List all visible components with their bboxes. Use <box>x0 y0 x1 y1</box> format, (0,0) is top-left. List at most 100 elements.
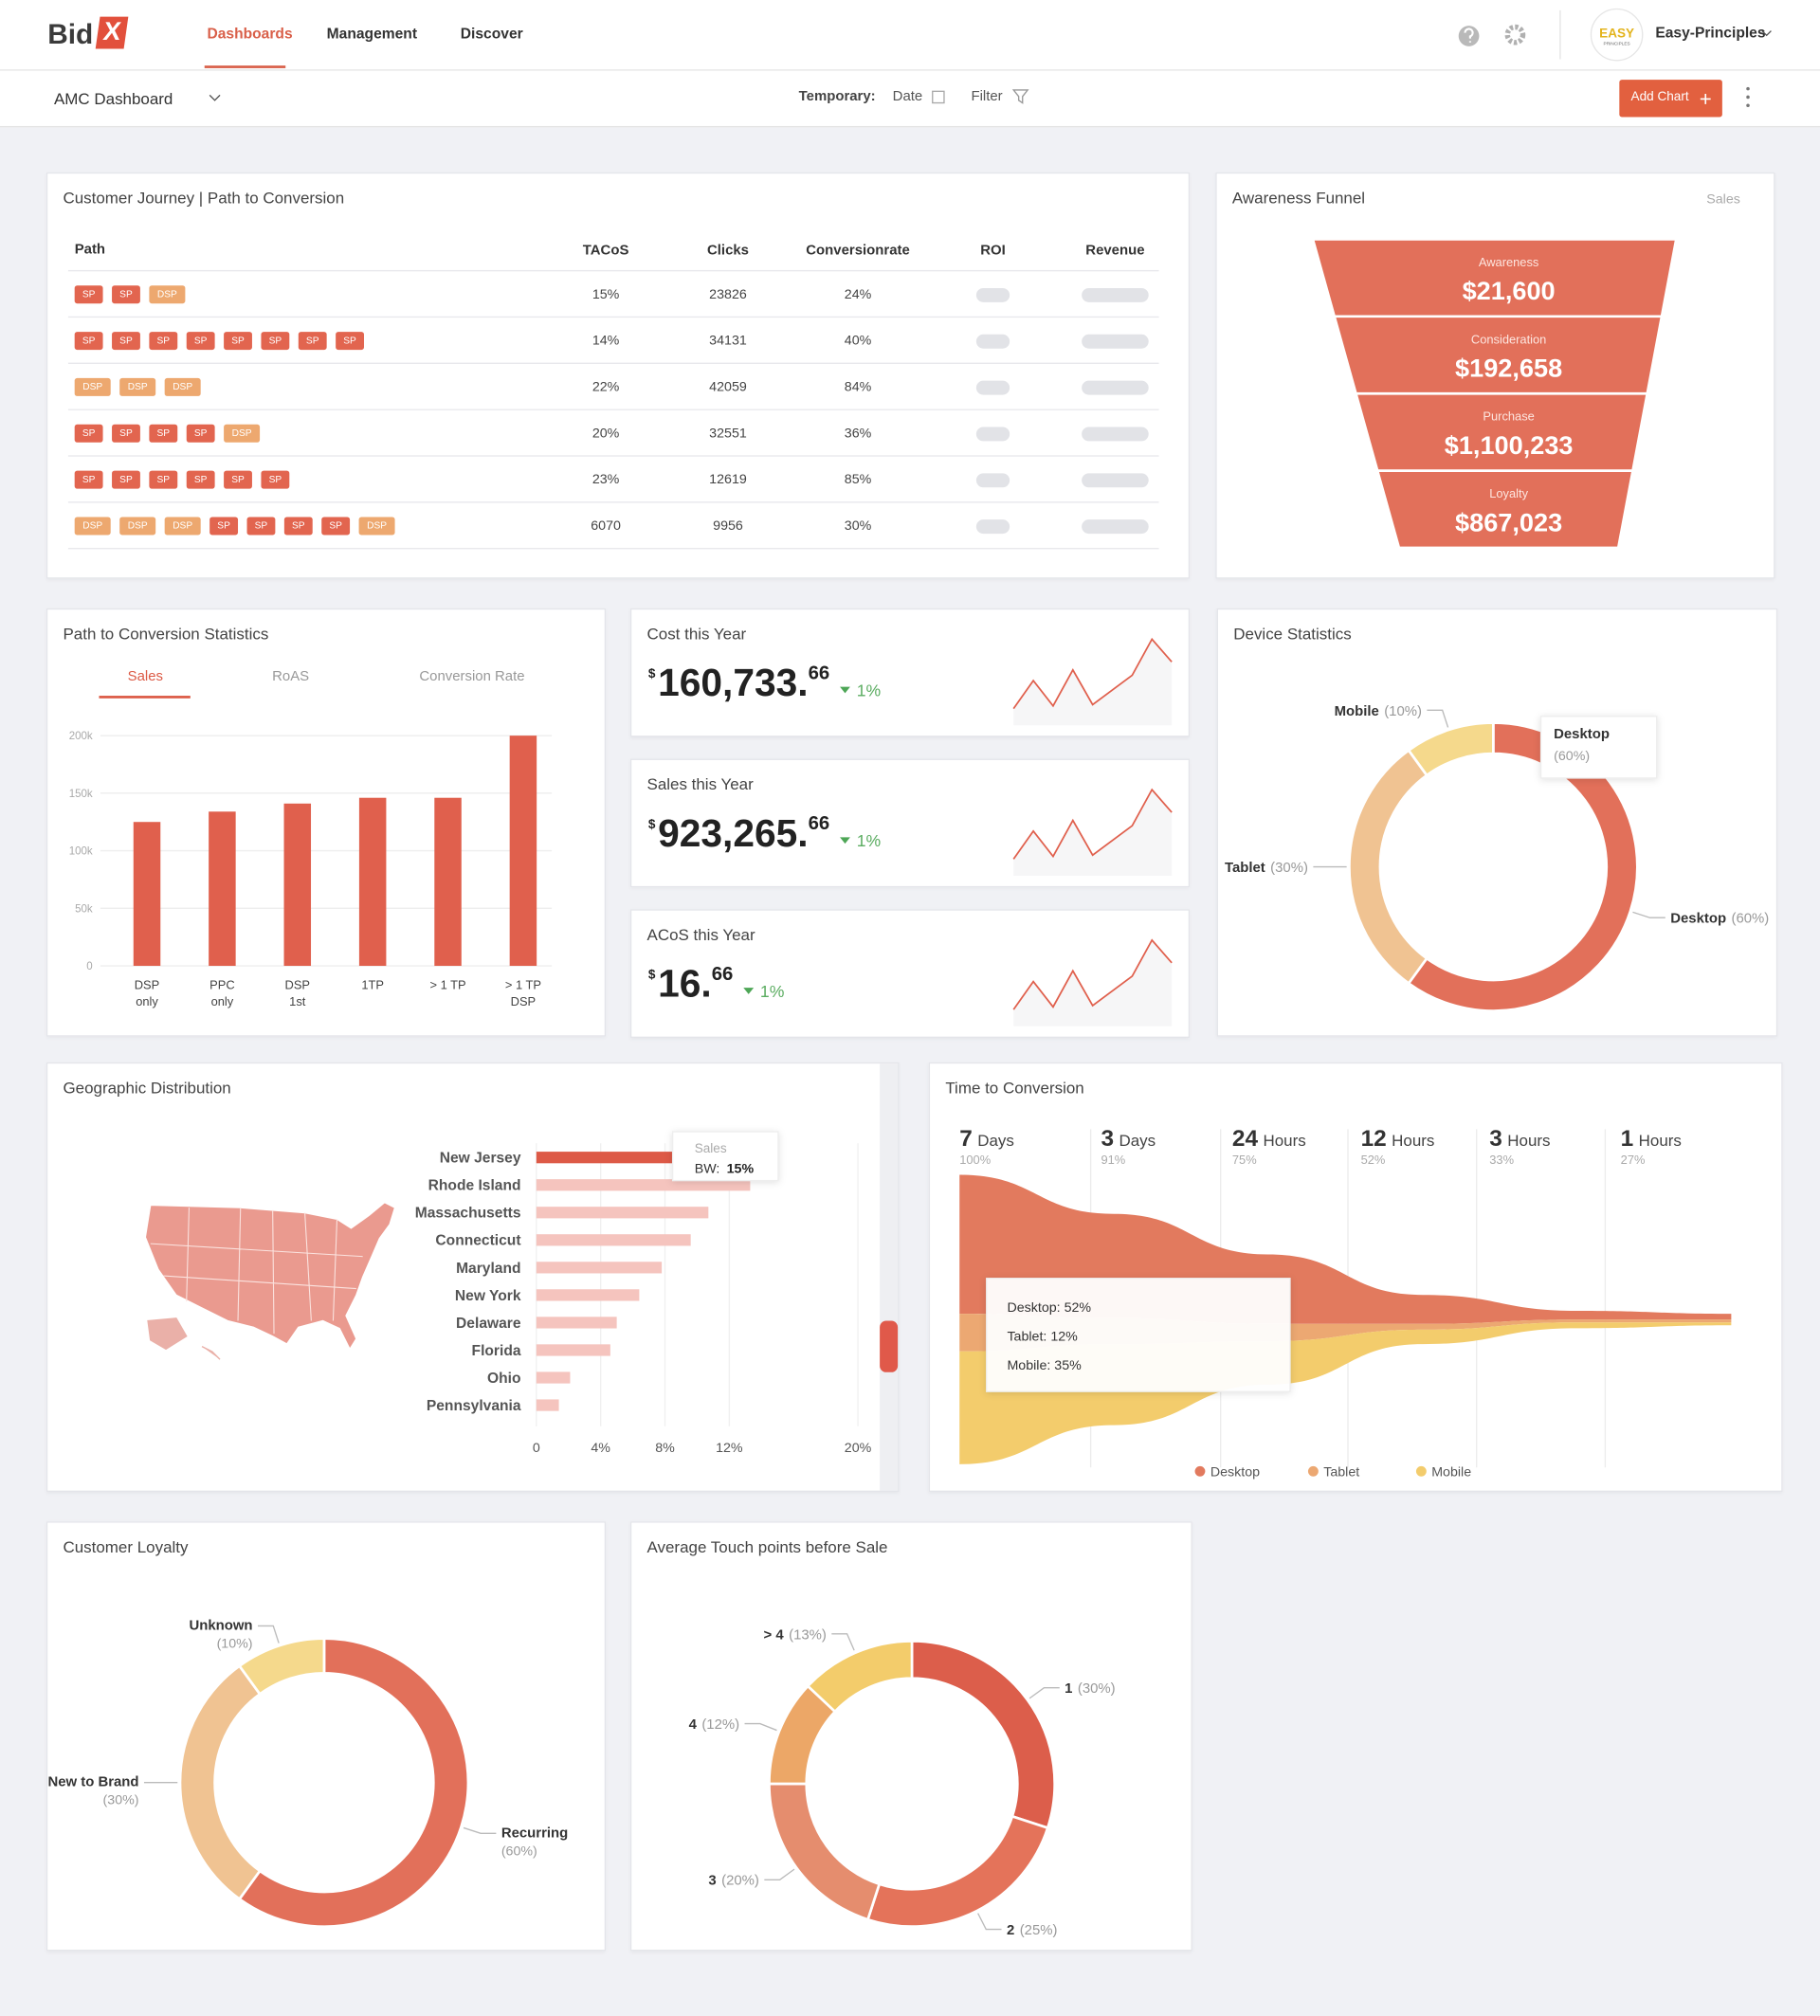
column-header: Conversionrate <box>806 243 910 259</box>
help-icon[interactable] <box>1458 26 1480 46</box>
nav-tab[interactable]: Management <box>326 27 418 43</box>
settings-icon[interactable] <box>1504 24 1526 45</box>
card-title: Path to Conversion Statistics <box>63 625 269 644</box>
value-label: (10%) <box>1384 703 1422 719</box>
revenue-placeholder <box>1082 287 1149 302</box>
stage-share: 100% <box>959 1153 991 1167</box>
chart-tab[interactable]: Sales <box>127 668 164 684</box>
stage-share: 27% <box>1621 1153 1646 1167</box>
bar <box>509 736 537 967</box>
account-logo[interactable] <box>1590 8 1644 62</box>
filter-icon <box>1011 89 1029 104</box>
loyalty-card: Customer Loyalty Recurring (60%) New to Bra… <box>46 1521 607 1952</box>
path-tag: SP <box>74 285 103 304</box>
y-tick-label: Ohio <box>487 1371 521 1387</box>
y-tick-label: Connecticut <box>435 1233 520 1249</box>
path-tag: SP <box>209 517 239 536</box>
active-tab-underline <box>99 696 191 699</box>
metric-select[interactable]: Sales <box>1706 191 1740 208</box>
value-label: (13%) <box>789 1626 827 1643</box>
stage-unit: Days <box>1119 1132 1156 1150</box>
tooltip-value: 15% <box>727 1161 755 1176</box>
roi-placeholder <box>975 473 1010 488</box>
logo-subtext: PRINCIPLES <box>1604 41 1630 46</box>
category-name: > 4 <box>764 1626 785 1643</box>
time-card: Time to Conversion 7 Days 100% 3 Days 91% 24 Hou… <box>928 1062 1783 1492</box>
date-picker[interactable]: Date <box>892 88 923 104</box>
cell: 84% <box>844 379 872 395</box>
cell: 36% <box>844 426 872 442</box>
sparkline <box>1012 938 1173 1026</box>
donut-segment <box>237 1637 326 1697</box>
geo-chart: 0 4% 8% 12% 20% New Jersey Rhode Island Massach… <box>144 1063 899 1491</box>
roi-placeholder <box>975 380 1010 395</box>
bar <box>133 822 161 967</box>
nav-tab[interactable]: Dashboards <box>207 27 293 43</box>
stage-share: 52% <box>1361 1153 1386 1167</box>
temporary-label: Temporary: <box>798 88 876 104</box>
leader-line <box>257 1625 280 1644</box>
legend-marker <box>1415 1465 1427 1477</box>
value-whole: 160,733. <box>658 662 809 705</box>
stage-header: 12 Hours <box>1361 1126 1435 1152</box>
path-tag: SP <box>246 517 276 536</box>
bar <box>536 1371 571 1384</box>
value-label: (20%) <box>721 1873 759 1889</box>
user-chevron[interactable] <box>1761 30 1772 37</box>
column-header: TACoS <box>582 243 629 259</box>
donut-label: 4 (12%) <box>689 1716 740 1733</box>
chart-tab[interactable]: RoAS <box>272 668 310 684</box>
stage-label: Awareness <box>1479 255 1538 269</box>
funnel-stage <box>1357 394 1647 470</box>
row-divider <box>67 501 1159 503</box>
value-whole: 16. <box>658 963 712 1007</box>
device-card: Device Statistics Desktop (60%) Tablet (30%)… <box>1216 608 1778 1037</box>
y-tick-label: 50k <box>75 903 93 915</box>
path-tag: DSP <box>74 517 111 536</box>
donut-label: New to Brand <box>47 1774 138 1790</box>
more-menu[interactable] <box>1746 86 1750 108</box>
path-tag: DSP <box>164 377 201 396</box>
funnel-stage <box>1336 318 1661 392</box>
bar <box>536 1234 691 1246</box>
funnel-card: Awareness Funnel Sales Awareness $21,600 Con… <box>1215 172 1775 579</box>
user-name[interactable]: Easy-Principles <box>1655 26 1766 42</box>
y-tick-label: Rhode Island <box>428 1178 521 1194</box>
cell: 14% <box>592 333 620 349</box>
stage-unit: Days <box>977 1132 1014 1150</box>
add-chart-label: Add Chart <box>1630 89 1689 104</box>
stage-header: 7 Days <box>959 1126 1014 1152</box>
path-tag: SP <box>261 332 290 351</box>
value-decimals: 66 <box>808 662 830 684</box>
funnel-chart: Awareness $21,600 Consideration $192,658 Pur… <box>1314 240 1675 547</box>
path-tag: DSP <box>164 517 201 536</box>
column-header: Path <box>74 242 106 258</box>
revenue-placeholder <box>1082 473 1149 488</box>
stage-header: 3 Days <box>1101 1126 1156 1152</box>
dashboard-select[interactable]: AMC Dashboard <box>53 89 173 108</box>
toolbar-icons <box>209 86 1750 108</box>
roi-placeholder <box>975 427 1010 442</box>
category-name: Desktop <box>1670 911 1726 927</box>
chart-tab[interactable]: Conversion Rate <box>419 668 525 684</box>
tooltip-label: BW: <box>695 1161 720 1176</box>
donut-label: Tablet (30%) <box>1225 860 1308 876</box>
roi-placeholder <box>975 334 1010 349</box>
scrollbar-thumb[interactable] <box>880 1320 899 1372</box>
trend-arrow <box>840 837 850 845</box>
nav-tab[interactable]: Discover <box>460 27 523 43</box>
filter-button[interactable]: Filter <box>971 88 1003 104</box>
kpi-value: $160,733.66 1% <box>648 663 881 706</box>
y-tick-label: Florida <box>472 1343 521 1359</box>
legend-label: Desktop <box>1210 1465 1260 1480</box>
path-tag: DSP <box>224 424 261 443</box>
path-tag: SP <box>336 332 364 351</box>
donut-label: Desktop (60%) <box>1670 911 1769 927</box>
kpi-title: Cost this Year <box>646 625 747 644</box>
trend-arrow <box>840 686 850 694</box>
sparkline-line <box>1012 938 1173 1010</box>
tooltip-value: (60%) <box>1554 749 1590 764</box>
x-tick-label: 1TP <box>361 978 384 993</box>
leader-line <box>831 1633 855 1651</box>
